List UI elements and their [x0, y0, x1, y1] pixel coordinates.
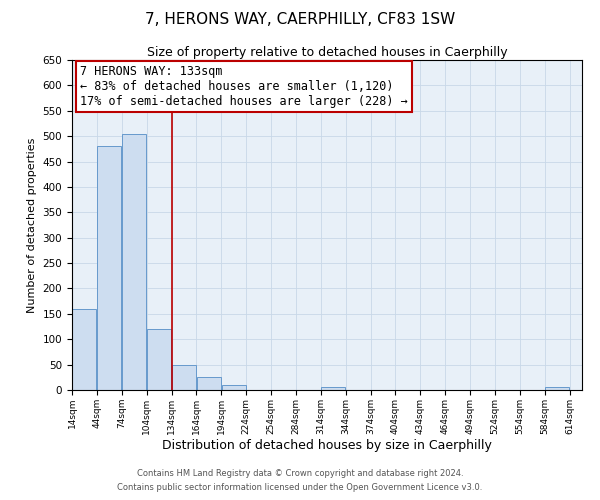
Y-axis label: Number of detached properties: Number of detached properties	[27, 138, 37, 312]
Bar	[321, 388, 345, 390]
Bar	[172, 364, 196, 390]
Bar	[147, 329, 171, 390]
Title: Size of property relative to detached houses in Caerphilly: Size of property relative to detached ho…	[146, 46, 508, 59]
X-axis label: Distribution of detached houses by size in Caerphilly: Distribution of detached houses by size …	[162, 440, 492, 452]
Bar	[545, 388, 569, 390]
Bar	[97, 146, 121, 390]
Text: 7 HERONS WAY: 133sqm
← 83% of detached houses are smaller (1,120)
17% of semi-de: 7 HERONS WAY: 133sqm ← 83% of detached h…	[80, 65, 407, 108]
Text: Contains HM Land Registry data © Crown copyright and database right 2024.: Contains HM Land Registry data © Crown c…	[137, 468, 463, 477]
Bar	[197, 378, 221, 390]
Bar	[73, 309, 97, 390]
Bar	[122, 134, 146, 390]
Text: Contains public sector information licensed under the Open Government Licence v3: Contains public sector information licen…	[118, 484, 482, 492]
Text: 7, HERONS WAY, CAERPHILLY, CF83 1SW: 7, HERONS WAY, CAERPHILLY, CF83 1SW	[145, 12, 455, 28]
Bar	[221, 385, 246, 390]
